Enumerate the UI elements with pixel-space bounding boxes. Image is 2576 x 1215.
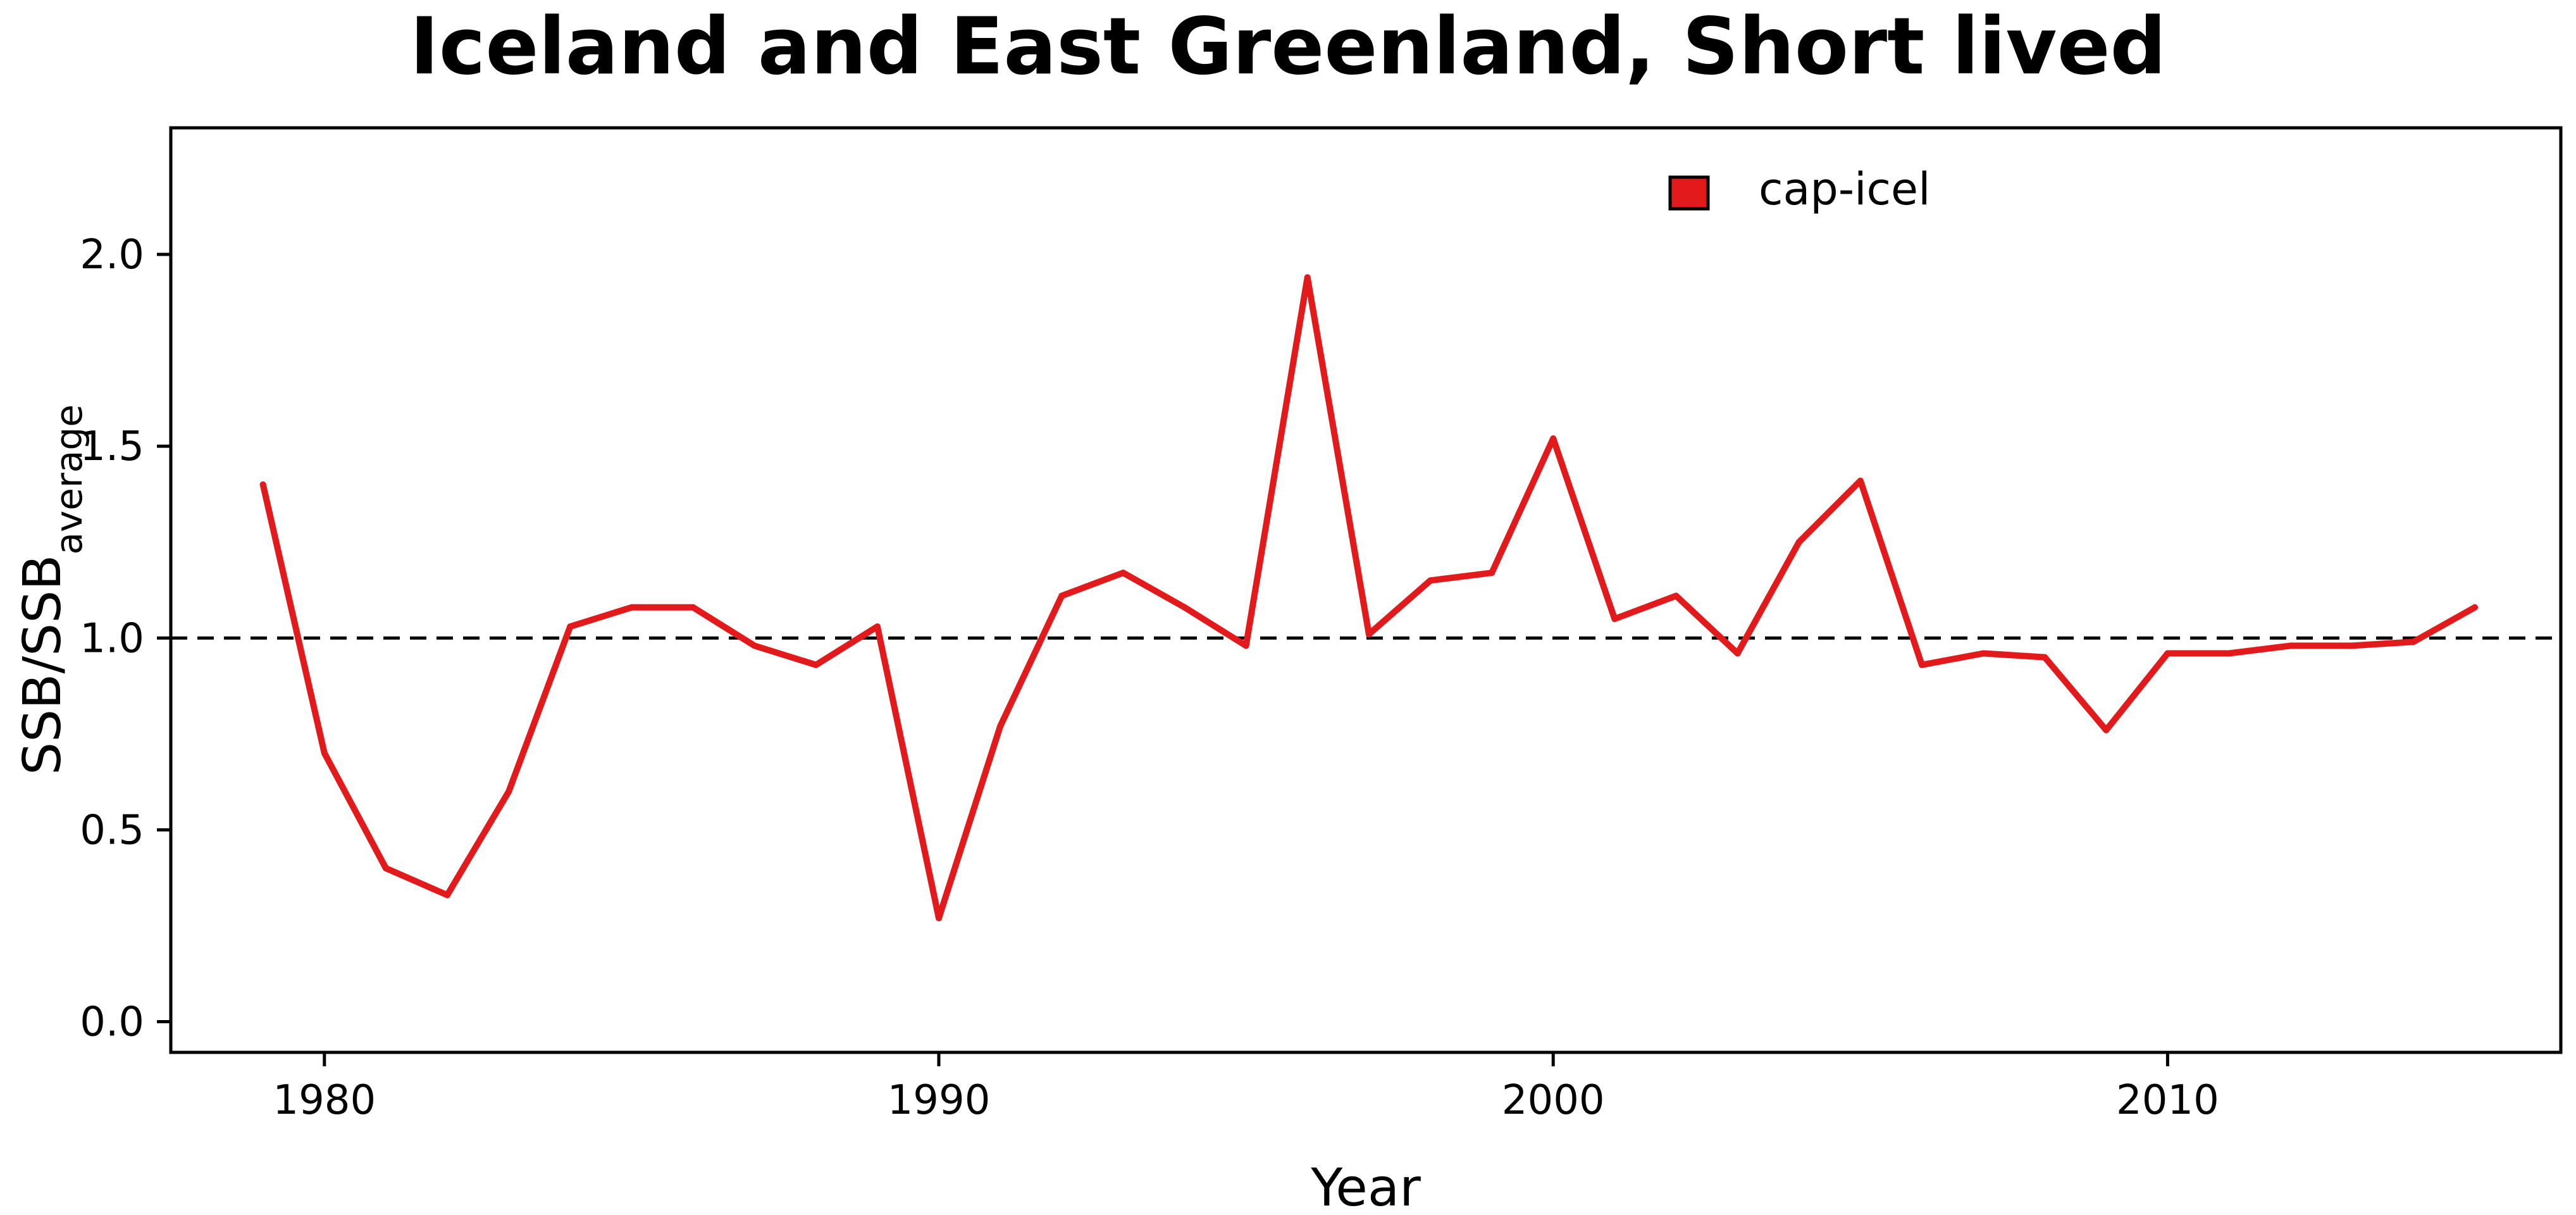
y-tick-label: 1.0 xyxy=(80,615,144,662)
data-point xyxy=(1611,615,1618,622)
data-point xyxy=(1734,650,1741,657)
data-point xyxy=(505,788,512,795)
data-point xyxy=(2164,650,2171,657)
y-tick-label: 1.5 xyxy=(80,423,144,470)
data-point xyxy=(1795,539,1802,545)
plot-area xyxy=(169,126,2563,1054)
data-point xyxy=(1304,274,1311,281)
data-point xyxy=(1365,631,1372,638)
data-point xyxy=(2348,642,2355,649)
data-point xyxy=(874,623,881,630)
data-point xyxy=(1857,477,1864,484)
data-point xyxy=(997,723,1004,730)
data-point xyxy=(1489,570,1495,576)
legend-swatch xyxy=(1668,175,1710,211)
series-line-cap-icel xyxy=(259,274,2478,921)
y-axis-label: SSB/SSBaverage xyxy=(13,404,90,775)
y-tick-label: 0.0 xyxy=(80,999,144,1046)
chart-title: Iceland and East Greenland, Short lived xyxy=(410,1,2167,92)
data-point xyxy=(936,914,943,921)
x-tick-label: 2010 xyxy=(2116,1077,2219,1124)
x-axis-label: Year xyxy=(1310,1158,1421,1215)
legend: cap-icel xyxy=(1668,163,1931,215)
y-axis-label-main: SSB/SSB xyxy=(13,555,73,775)
x-tick-label: 2000 xyxy=(1502,1077,1605,1124)
data-point xyxy=(2103,726,2110,733)
data-points xyxy=(259,274,2479,921)
data-point xyxy=(1242,642,1249,649)
y-tick-label: 2.0 xyxy=(80,232,144,278)
data-point xyxy=(1427,577,1434,584)
data-point xyxy=(2287,642,2294,649)
y-axis: 0.0 0.5 1.0 1.5 2.0 xyxy=(80,232,171,1046)
data-point xyxy=(628,604,635,611)
data-point xyxy=(1673,592,1680,599)
legend-label: cap-icel xyxy=(1759,163,1931,215)
data-point xyxy=(1918,661,1925,668)
data-point xyxy=(812,661,819,668)
data-point xyxy=(690,604,697,611)
x-tick-label: 1990 xyxy=(888,1077,991,1124)
data-point xyxy=(1120,570,1127,576)
data-point xyxy=(444,892,451,899)
data-point xyxy=(1550,435,1557,442)
data-point xyxy=(259,481,266,488)
y-tick-label: 0.5 xyxy=(80,807,144,854)
data-point xyxy=(751,642,758,649)
data-point xyxy=(1058,592,1065,599)
data-point xyxy=(1980,650,1987,657)
data-point xyxy=(2410,639,2417,645)
x-tick-label: 1980 xyxy=(273,1077,376,1124)
data-point xyxy=(2041,654,2048,661)
x-axis: 1980 1990 2000 2010 xyxy=(273,1052,2219,1124)
data-point xyxy=(2472,604,2479,611)
y-axis-label-subscript: average xyxy=(47,404,90,554)
data-point xyxy=(567,623,574,630)
data-point xyxy=(321,750,328,757)
data-point xyxy=(382,865,389,872)
data-point xyxy=(1181,604,1188,611)
data-point xyxy=(2226,650,2232,657)
